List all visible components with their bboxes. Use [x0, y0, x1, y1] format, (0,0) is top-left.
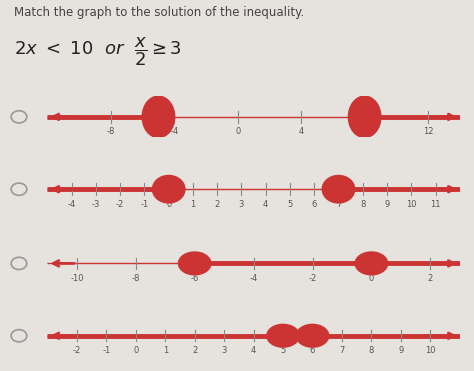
Text: $2x\ <\ 10$  $or$  $\dfrac{x}{2} \geq 3$: $2x\ <\ 10$ $or$ $\dfrac{x}{2} \geq 3$ [14, 36, 182, 68]
Circle shape [143, 97, 174, 137]
Text: -1: -1 [102, 347, 110, 355]
Text: 3: 3 [221, 347, 227, 355]
Text: 12: 12 [423, 128, 433, 137]
Circle shape [179, 253, 210, 274]
Text: -10: -10 [70, 274, 83, 283]
Text: 7: 7 [336, 200, 341, 209]
Text: -2: -2 [73, 347, 81, 355]
Text: 9: 9 [384, 200, 390, 209]
Text: 4: 4 [263, 200, 268, 209]
Text: 3: 3 [239, 200, 244, 209]
Text: 10: 10 [406, 200, 417, 209]
Text: -8: -8 [132, 274, 140, 283]
Circle shape [297, 325, 328, 347]
Text: -6: -6 [191, 274, 199, 283]
Text: 1: 1 [191, 200, 196, 209]
Text: -1: -1 [140, 200, 148, 209]
Text: 5: 5 [281, 347, 286, 355]
Text: 8: 8 [362, 128, 367, 137]
Text: Match the graph to the solution of the inequality.: Match the graph to the solution of the i… [14, 6, 304, 19]
Text: 2: 2 [192, 347, 197, 355]
Circle shape [356, 253, 387, 274]
Text: 6: 6 [310, 347, 315, 355]
Text: 4: 4 [251, 347, 256, 355]
Text: -2: -2 [309, 274, 317, 283]
Text: 10: 10 [425, 347, 436, 355]
Text: -4: -4 [67, 200, 76, 209]
Text: 0: 0 [235, 128, 240, 137]
Text: 2: 2 [428, 274, 433, 283]
Text: -8: -8 [107, 128, 115, 137]
Text: -4: -4 [249, 274, 258, 283]
Circle shape [153, 176, 184, 203]
Text: 6: 6 [311, 200, 317, 209]
Circle shape [267, 325, 299, 347]
Text: 0: 0 [369, 274, 374, 283]
Text: 8: 8 [360, 200, 365, 209]
Text: 11: 11 [430, 200, 441, 209]
Circle shape [349, 97, 380, 137]
Text: 0: 0 [133, 347, 138, 355]
Text: 0: 0 [166, 200, 171, 209]
Text: 8: 8 [369, 347, 374, 355]
Text: 2: 2 [215, 200, 220, 209]
Circle shape [323, 176, 354, 203]
Text: -3: -3 [92, 200, 100, 209]
Text: 4: 4 [299, 128, 304, 137]
Text: 9: 9 [398, 347, 403, 355]
Text: 5: 5 [287, 200, 292, 209]
Text: -4: -4 [170, 128, 178, 137]
Text: -2: -2 [116, 200, 124, 209]
Text: 1: 1 [163, 347, 168, 355]
Text: 7: 7 [339, 347, 345, 355]
